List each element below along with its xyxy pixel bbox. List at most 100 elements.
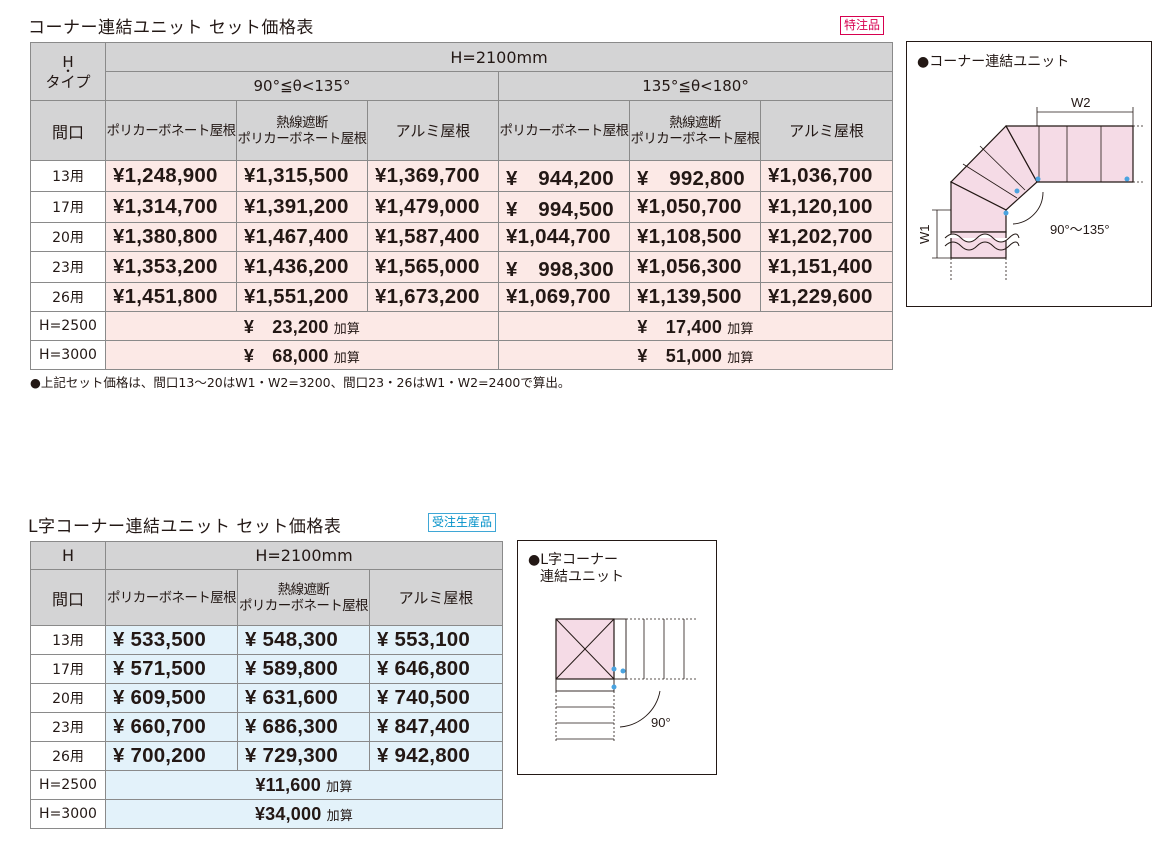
addition-cell: ¥34,000 加算	[104, 799, 504, 829]
price-cell: ¥ 740,500	[368, 683, 504, 713]
row-label: 23用	[30, 251, 106, 283]
table-row: 17用 ¥1,314,700 ¥1,391,200 ¥1,479,000 ¥ 9…	[30, 191, 894, 223]
price-cell: ¥1,229,600	[759, 282, 894, 312]
row-label: H=2500	[30, 770, 106, 800]
price-cell: ¥ 729,300	[237, 741, 370, 771]
addition-row: H=2500 ¥ 23,200 加算 ¥ 17,400 加算	[30, 311, 894, 341]
section2-title: L字コーナー連結ユニット セット価格表	[28, 517, 342, 537]
price-cell: ¥1,120,100	[759, 191, 894, 223]
row-label: H=2500	[30, 311, 106, 341]
angle-label: 90°	[651, 715, 671, 730]
price-cell: ¥1,139,500	[629, 282, 761, 312]
w1-label: W1	[917, 225, 932, 245]
table-row: 23用 ¥1,353,200 ¥1,436,200 ¥1,565,000 ¥ 9…	[30, 251, 894, 283]
angle-group-header-1: 90°≦θ<135°	[105, 71, 499, 101]
price-cell: ¥ 631,600	[237, 683, 370, 713]
price-cell: ¥ 944,200	[498, 160, 630, 192]
l-corner-unit-diagram-caption: ●L字コーナー 連結ユニット	[528, 552, 624, 585]
addition-cell: ¥ 23,200 加算	[105, 311, 499, 341]
price-cell: ¥1,056,300	[629, 251, 761, 283]
price-cell: ¥1,391,200	[236, 191, 368, 223]
corner-unit-diagram-caption: ●コーナー連結ユニット	[917, 54, 1070, 70]
roof-header-aluminum: アルミ屋根	[759, 100, 894, 161]
price-cell: ¥1,369,700	[367, 160, 499, 192]
l-corner-unit-diagram: ●L字コーナー 連結ユニット 90°	[517, 540, 717, 775]
special-order-badge: 特注品	[840, 16, 885, 35]
price-cell: ¥1,436,200	[236, 251, 368, 283]
table-row: 13用 ¥ 533,500 ¥ 548,300 ¥ 553,100	[30, 625, 504, 655]
table-row: 17用 ¥ 571,500 ¥ 589,800 ¥ 646,800	[30, 654, 504, 684]
price-cell: ¥1,151,400	[759, 251, 894, 283]
price-cell: ¥ 553,100	[368, 625, 504, 655]
price-cell: ¥ 994,500	[498, 191, 630, 223]
angle-group-header-2: 135°≦θ<180°	[497, 71, 894, 101]
price-cell: ¥1,673,200	[367, 282, 499, 312]
price-cell: ¥1,451,800	[105, 282, 237, 312]
corner-unit-drawing: W2 W1 90°～135°	[917, 95, 1145, 282]
price-cell: ¥1,202,700	[759, 222, 894, 252]
price-cell: ¥ 646,800	[368, 654, 504, 684]
made-to-order-badge: 受注生産品	[428, 513, 497, 532]
table-row: 20用 ¥ 609,500 ¥ 631,600 ¥ 740,500	[30, 683, 504, 713]
table-row: 23用 ¥ 660,700 ¥ 686,300 ¥ 847,400	[30, 712, 504, 742]
addition-row: H=2500 ¥11,600 加算	[30, 770, 504, 800]
w2-label: W2	[1071, 95, 1091, 110]
price-cell: ¥ 548,300	[237, 625, 370, 655]
addition-cell: ¥ 68,000 加算	[105, 340, 499, 370]
addition-row: H=3000 ¥ 68,000 加算 ¥ 51,000 加算	[30, 340, 894, 370]
roof-header-polycarbonate: ポリカーボネート屋根	[105, 100, 237, 161]
price-cell: ¥ 847,400	[368, 712, 504, 742]
angle-label: 90°～135°	[1050, 222, 1110, 237]
row-label: 20用	[30, 222, 106, 252]
price-cell: ¥1,044,700	[498, 222, 630, 252]
price-cell: ¥ 589,800	[237, 654, 370, 684]
row-label: 26用	[30, 741, 106, 771]
roof-header-polycarbonate: ポリカーボネート屋根	[498, 100, 630, 161]
price-cell: ¥1,353,200	[105, 251, 237, 283]
price-cell: ¥ 992,800	[629, 160, 761, 192]
height-header: H=2100mm	[104, 541, 504, 570]
price-cell: ¥ 700,200	[105, 741, 238, 771]
price-cell: ¥1,565,000	[367, 251, 499, 283]
price-cell: ¥ 998,300	[498, 251, 630, 283]
calculation-note: ●上記セット価格は、間口13～20はW1・W2=3200、間口23・26はW1・…	[30, 375, 571, 390]
price-cell: ¥1,036,700	[759, 160, 894, 192]
roof-header-heat-shield: 熱線遮断 ポリカーボネート屋根	[629, 100, 761, 161]
table-row: 26用 ¥1,451,800 ¥1,551,200 ¥1,673,200 ¥1,…	[30, 282, 894, 312]
table-row: 26用 ¥ 700,200 ¥ 729,300 ¥ 942,800	[30, 741, 504, 771]
corner-unit-price-table: H ・ タイプ H=2100mm 90°≦θ<135° 135°≦θ<180° …	[30, 42, 894, 370]
price-cell: ¥1,587,400	[367, 222, 499, 252]
l-corner-drawing: 90°	[555, 618, 698, 741]
corner-unit-diagram: ●コーナー連結ユニット W2 W1 90°～135°	[906, 41, 1152, 307]
roof-header-heat-shield: 熱線遮断 ポリカーボネート屋根	[236, 100, 368, 161]
row-label: 17用	[30, 191, 106, 223]
price-cell: ¥ 942,800	[368, 741, 504, 771]
price-cell: ¥1,467,400	[236, 222, 368, 252]
row-label: 13用	[30, 625, 106, 655]
l-corner-unit-price-table: H H=2100mm 間口 ポリカーボネート屋根 熱線遮断 ポリカーボネート屋根 …	[30, 541, 504, 829]
row-label: H=3000	[30, 340, 106, 370]
addition-cell: ¥ 51,000 加算	[497, 340, 894, 370]
roof-header-aluminum: アルミ屋根	[368, 569, 504, 626]
row-label: 26用	[30, 282, 106, 312]
price-cell: ¥1,380,800	[105, 222, 237, 252]
roof-header-aluminum: アルミ屋根	[367, 100, 499, 161]
h-type-header: H ・ タイプ	[30, 42, 106, 101]
frontage-header: 間口	[30, 100, 106, 161]
price-cell: ¥1,551,200	[236, 282, 368, 312]
price-cell: ¥ 686,300	[237, 712, 370, 742]
row-label: H=3000	[30, 799, 106, 829]
price-cell: ¥ 660,700	[105, 712, 238, 742]
row-label: 13用	[30, 160, 106, 192]
table-row: 13用 ¥1,248,900 ¥1,315,500 ¥1,369,700 ¥ 9…	[30, 160, 894, 192]
price-cell: ¥ 533,500	[105, 625, 238, 655]
frontage-header: 間口	[30, 569, 106, 626]
row-label: 20用	[30, 683, 106, 713]
price-cell: ¥1,248,900	[105, 160, 237, 192]
table-row: 20用 ¥1,380,800 ¥1,467,400 ¥1,587,400 ¥1,…	[30, 222, 894, 252]
roof-header-polycarbonate: ポリカーボネート屋根	[105, 569, 238, 626]
price-cell: ¥1,108,500	[629, 222, 761, 252]
row-label: 23用	[30, 712, 106, 742]
addition-row: H=3000 ¥34,000 加算	[30, 799, 504, 829]
price-cell: ¥1,479,000	[367, 191, 499, 223]
